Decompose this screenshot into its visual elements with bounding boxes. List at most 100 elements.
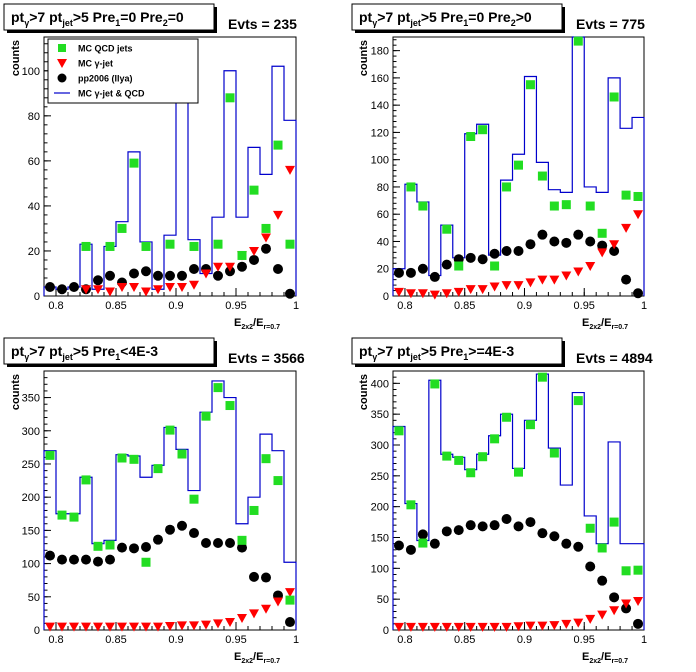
data-point-pp2006: [429, 271, 440, 282]
data-point-mc-gamma-jet: [261, 604, 271, 614]
data-point-mc-gamma-jet: [489, 282, 500, 292]
y-axis-label: counts: [358, 40, 370, 76]
y-tick-label: 400: [371, 378, 389, 390]
data-point-mc-gamma-jet: [597, 610, 608, 620]
y-axis: 0 20 40 60 80 100: [22, 43, 51, 303]
data-point-mc-gamma-jet: [393, 287, 404, 297]
data-point-pp2006: [465, 520, 476, 531]
y-tick-label: 50: [28, 592, 40, 604]
y-tick-label: 180: [371, 46, 389, 58]
data-point-pp2006: [105, 554, 115, 565]
data-point-mc-gamma-jet: [525, 278, 536, 288]
data-point-pp2006: [45, 281, 55, 292]
data-point-pp2006: [177, 520, 187, 531]
legend-marker-gamma-jet: [57, 59, 67, 68]
panel-title-box: ptγ>7 ptjet>5 Pre1=0 Pre2>0: [351, 3, 565, 33]
data-point-mc-gamma-jet: [429, 290, 440, 300]
y-tick-label: 60: [377, 209, 389, 221]
data-point-pp2006: [525, 517, 536, 528]
data-point-pp2006: [525, 239, 536, 250]
y-tick-label: 150: [371, 533, 389, 545]
data-point-mc-qcd: [549, 201, 559, 211]
plot-frame: [392, 370, 645, 631]
panel-title: ptγ>7 ptjet>5 Pre1<4E-3: [11, 343, 158, 362]
data-point-mc-gamma-jet: [81, 622, 91, 632]
data-point-mc-gamma-jet: [489, 622, 500, 632]
data-point-mc-gamma-jet: [477, 622, 488, 632]
data-point-mc-qcd: [406, 500, 416, 510]
data-point-mc-gamma-jet: [201, 269, 211, 279]
x-tick-label: 1: [641, 634, 647, 646]
data-point-mc-gamma-jet: [93, 285, 103, 295]
data-point-mc-qcd: [177, 449, 187, 459]
data-point-mc-gamma-jet: [141, 287, 151, 297]
data-point-mc-gamma-jet: [201, 620, 211, 630]
y-tick-label: 60: [28, 156, 40, 168]
data-point-mc-qcd: [225, 93, 235, 103]
data-point-mc-qcd: [597, 543, 607, 553]
data-point-pp2006: [609, 246, 620, 257]
data-point-pp2006: [489, 520, 500, 531]
data-point-mc-gamma-jet: [621, 599, 632, 609]
plot-frame: [43, 370, 297, 631]
y-tick-label: 200: [22, 492, 40, 504]
legend-marker-data: [57, 73, 67, 83]
data-point-pp2006: [393, 540, 404, 551]
data-point-mc-gamma-jet: [525, 621, 536, 631]
y-axis-label: counts: [10, 40, 22, 76]
panel-title-box: ptγ>7 ptjet>5 Pre1>=4E-3: [351, 337, 565, 367]
data-point-pp2006: [549, 236, 560, 247]
data-point-mc-qcd: [153, 464, 163, 474]
data-point-pp2006: [573, 541, 584, 552]
panel-title-box: ptγ>7 ptjet>5 Pre1<4E-3: [3, 337, 217, 367]
panel-1: ptγ>7 ptjet>5 Pre1=0 Pre2=0 Evts = 235 0 20…: [3, 3, 299, 331]
data-point-mc-gamma-jet: [573, 618, 584, 628]
data-point-mc-gamma-jet: [549, 621, 560, 631]
data-point-mc-qcd: [261, 454, 271, 464]
x-tick-label: 0.8: [48, 634, 63, 646]
x-axis-label: E2x2/Er=0.7: [582, 651, 628, 665]
data-point-mc-qcd: [561, 200, 571, 210]
data-point-pp2006: [585, 236, 596, 247]
data-point-mc-gamma-jet: [261, 233, 271, 243]
data-point-pp2006: [477, 254, 488, 265]
data-point-pp2006: [597, 575, 608, 586]
data-point-mc-gamma-jet: [597, 248, 608, 258]
x-tick-label: 0.95: [225, 634, 246, 646]
data-point-mc-qcd: [285, 595, 295, 605]
data-point-mc-gamma-jet: [393, 622, 404, 632]
data-point-mc-qcd: [141, 557, 151, 567]
data-point-mc-qcd: [609, 517, 619, 527]
data-point-mc-qcd: [189, 494, 199, 504]
legend: MC QCD jets MC γ-jet pp2006 (Ilya) MC γ-jet…: [47, 38, 199, 104]
data-point-mc-gamma-jet: [501, 281, 512, 291]
data-point-mc-qcd: [81, 475, 91, 485]
data-point-mc-gamma-jet: [117, 622, 127, 632]
data-point-pp2006: [393, 267, 404, 278]
data-point-mc-qcd: [117, 453, 127, 463]
data-point-mc-qcd: [430, 379, 440, 389]
x-tick-label: 0.8: [397, 634, 412, 646]
evts-label: Evts = 235: [228, 16, 297, 32]
legend-label: MC γ-jet: [78, 59, 113, 69]
data-point-mc-gamma-jet: [273, 597, 283, 607]
y-tick-label: 250: [22, 459, 40, 471]
data-point-mc-gamma-jet: [429, 622, 440, 632]
data-point-pp2006: [153, 534, 163, 545]
panel-3: ptγ>7 ptjet>5 Pre1<4E-3 Evts = 3566 0 50 100…: [3, 337, 305, 665]
data-point-mc-qcd: [490, 434, 500, 444]
y-tick-label: 40: [377, 236, 389, 248]
data-point-mc-gamma-jet: [129, 282, 139, 292]
y-tick-label: 20: [28, 246, 40, 258]
data-point-pp2006: [561, 538, 572, 549]
y-tick-label: 20: [377, 264, 389, 276]
y-tick-label: 40: [28, 201, 40, 213]
y-tick-label: 0: [34, 291, 40, 303]
data-point-mc-gamma-jet: [93, 622, 103, 632]
data-point-mc-gamma-jet: [513, 281, 524, 291]
data-point-mc-gamma-jet: [537, 275, 548, 285]
x-tick-label: 0.9: [517, 300, 532, 312]
data-point-pp2006: [537, 528, 548, 539]
data-point-mc-gamma-jet: [285, 588, 295, 598]
x-axis-label: E2x2/Er=0.7: [234, 317, 280, 331]
